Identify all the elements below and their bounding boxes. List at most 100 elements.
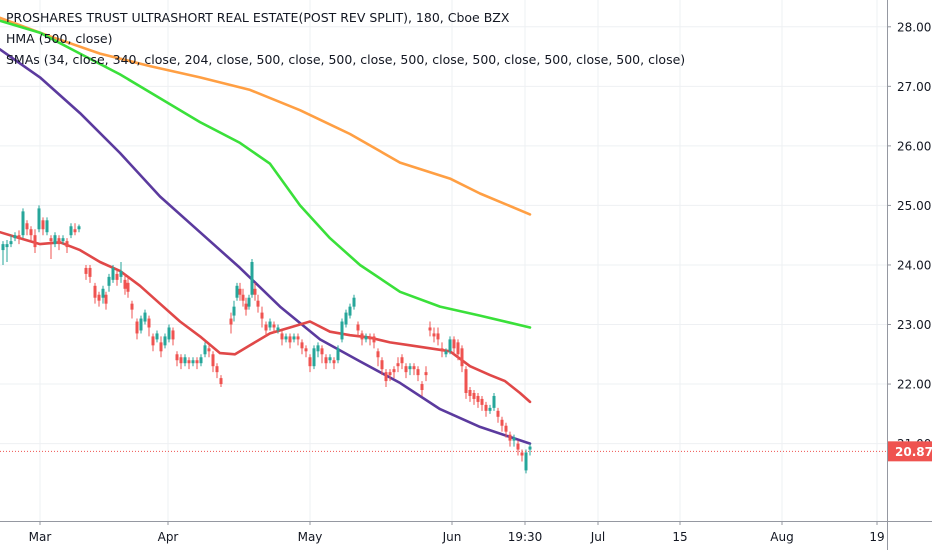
candle-body bbox=[524, 452, 528, 471]
candle bbox=[97, 291, 101, 307]
candle-body bbox=[250, 261, 254, 295]
candle bbox=[21, 208, 25, 239]
candle-body bbox=[203, 345, 207, 355]
candle-body bbox=[380, 360, 384, 370]
candle bbox=[5, 239, 9, 262]
candle-body bbox=[260, 312, 264, 319]
candle-body bbox=[130, 303, 134, 310]
candle bbox=[488, 404, 492, 414]
candle bbox=[115, 270, 119, 286]
last-price-badge: 20.87 bbox=[888, 441, 932, 462]
candle bbox=[328, 354, 332, 364]
candle-body bbox=[388, 372, 392, 376]
candle bbox=[101, 285, 105, 304]
grid-layer bbox=[0, 0, 887, 521]
candle-body bbox=[372, 336, 376, 343]
candle bbox=[404, 363, 408, 379]
candle-body bbox=[496, 410, 500, 417]
candle-body bbox=[396, 363, 400, 367]
series-line-sma_orange bbox=[0, 16, 532, 216]
candle bbox=[171, 327, 175, 346]
candle-body bbox=[284, 336, 288, 340]
candle bbox=[159, 336, 163, 358]
candle-body bbox=[404, 366, 408, 373]
candle-body bbox=[444, 351, 448, 355]
candle-body bbox=[424, 372, 428, 376]
candle-body bbox=[520, 452, 524, 456]
candle-body bbox=[207, 348, 211, 352]
candle-body bbox=[464, 369, 468, 393]
candle bbox=[408, 363, 412, 376]
candle-body bbox=[29, 229, 33, 236]
candle bbox=[372, 333, 376, 349]
candle bbox=[456, 339, 460, 361]
x-tick-label: 19 bbox=[869, 530, 884, 544]
candle-body bbox=[77, 226, 81, 230]
candle-body bbox=[191, 360, 195, 364]
candle bbox=[508, 431, 512, 447]
candle-body bbox=[175, 354, 179, 361]
candle-body bbox=[139, 318, 143, 331]
candle bbox=[500, 416, 504, 432]
candle-body bbox=[241, 294, 245, 301]
candle-body bbox=[276, 327, 280, 331]
candle bbox=[84, 264, 88, 280]
candle-body bbox=[364, 336, 368, 340]
candle bbox=[352, 294, 356, 310]
candle-body bbox=[235, 285, 239, 298]
candle bbox=[436, 327, 440, 346]
candle-body bbox=[199, 357, 203, 364]
candle bbox=[167, 324, 171, 343]
candle-body bbox=[296, 336, 300, 340]
candle-body bbox=[268, 321, 272, 328]
candle-body bbox=[316, 345, 320, 352]
candle-body bbox=[244, 303, 248, 310]
candle-body bbox=[155, 333, 159, 340]
candle-body bbox=[280, 333, 284, 340]
candle bbox=[244, 297, 248, 316]
candle bbox=[300, 339, 304, 355]
candles bbox=[1, 205, 532, 474]
candle bbox=[187, 357, 191, 370]
x-tick-label: Apr bbox=[158, 530, 179, 544]
candle-body bbox=[238, 288, 242, 295]
candle bbox=[288, 333, 292, 349]
candle-body bbox=[336, 348, 340, 361]
x-tick-label: 19:30 bbox=[508, 530, 543, 544]
candle bbox=[324, 354, 328, 370]
candle bbox=[235, 282, 239, 301]
candle bbox=[13, 232, 17, 242]
candle-body bbox=[232, 306, 236, 316]
candle bbox=[376, 348, 380, 367]
candle-body bbox=[107, 276, 111, 286]
candle bbox=[175, 351, 179, 367]
candle bbox=[25, 220, 29, 236]
candle bbox=[396, 357, 400, 373]
candle-body bbox=[187, 360, 191, 364]
candle bbox=[119, 261, 123, 283]
candle-body bbox=[65, 241, 69, 248]
candle bbox=[147, 315, 151, 337]
candle-body bbox=[69, 226, 73, 236]
candle bbox=[380, 357, 384, 376]
x-tick-label: Mar bbox=[29, 530, 52, 544]
candle bbox=[104, 291, 108, 310]
candle bbox=[229, 312, 233, 334]
candle bbox=[392, 366, 396, 379]
candle-body bbox=[104, 294, 108, 304]
candle bbox=[260, 306, 264, 328]
candle bbox=[219, 375, 223, 388]
candle-body bbox=[516, 443, 520, 450]
candle-body bbox=[332, 360, 336, 364]
candle-body bbox=[392, 369, 396, 373]
candle bbox=[400, 354, 404, 370]
candle bbox=[247, 294, 251, 310]
candle-body bbox=[456, 342, 460, 355]
candle-body bbox=[93, 285, 97, 298]
candle bbox=[460, 345, 464, 373]
candle bbox=[360, 330, 364, 346]
candle-body bbox=[436, 333, 440, 340]
candle-body bbox=[452, 339, 456, 349]
